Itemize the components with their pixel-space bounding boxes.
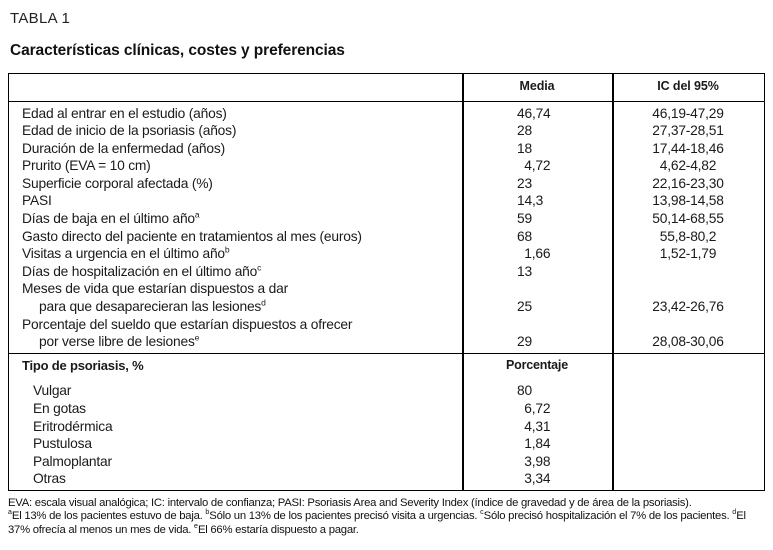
footnote-marker: d bbox=[732, 509, 737, 517]
psoriasis-type-header-row: Tipo de psoriasis, % Porcentaje bbox=[9, 357, 764, 375]
table-row: Palmoplantar 3,98 bbox=[9, 453, 764, 471]
table-row: Prurito (EVA = 10 cm) 4,72 4,62-4,82 bbox=[9, 157, 764, 175]
table-row: Edad de inicio de la psoriasis (años) 28… bbox=[9, 122, 764, 140]
row-label: Vulgar bbox=[33, 383, 72, 399]
table-header-row: Media IC del 95% bbox=[9, 74, 764, 102]
row-label: Palmoplantar bbox=[33, 453, 112, 469]
clinical-characteristics-table: Media IC del 95% Edad al entrar en el es… bbox=[8, 73, 765, 491]
section-title: Tipo de psoriasis, % bbox=[22, 357, 144, 373]
row-label: Eritrodérmica bbox=[33, 418, 113, 434]
media-value: 25 bbox=[517, 299, 532, 315]
row-label: En gotas bbox=[33, 401, 86, 416]
media-value: 29 bbox=[517, 334, 532, 350]
media-value: 4,72 bbox=[517, 158, 551, 174]
table-row: PASI 14,3 13,98-14,58 bbox=[9, 192, 764, 210]
media-value: 23 bbox=[517, 175, 532, 191]
table-row: Visitas a urgencia en el último añob 1,6… bbox=[9, 245, 764, 263]
ic-value: 17,44-18,46 bbox=[652, 140, 724, 156]
psoriasis-type-list: Vulgar 80 En gotas 6,72 Eritrodérmica 4,… bbox=[9, 382, 764, 488]
table-row: Meses de vida que estarían dispuestos a … bbox=[9, 280, 764, 315]
table-title: Características clínicas, costes y prefe… bbox=[10, 42, 345, 59]
table-row: Edad al entrar en el estudio (años) 46,7… bbox=[9, 105, 764, 123]
table-row: Días de hospitalización en el último año… bbox=[9, 263, 764, 281]
footnote-marker: e bbox=[194, 332, 200, 343]
header-porcentaje: Porcentaje bbox=[506, 357, 568, 372]
footnote-marker: c bbox=[257, 262, 262, 273]
footnote-marker: e bbox=[194, 523, 198, 531]
table-body-section-1: Edad al entrar en el estudio (años) 46,7… bbox=[9, 102, 764, 353]
ic-value: 13,98-14,58 bbox=[652, 193, 724, 209]
header-media: Media bbox=[519, 79, 555, 94]
ic-value: 55,8-80,2 bbox=[659, 228, 717, 244]
percentage-value: 4,31 bbox=[517, 418, 551, 434]
row-label: Edad de inicio de la psoriasis (años) bbox=[22, 123, 237, 139]
table-row: Pustulosa 1,84 bbox=[9, 435, 764, 453]
row-label: Duración de la enfermedad (años) bbox=[22, 140, 225, 156]
row-label: Otras bbox=[33, 471, 66, 487]
table-row: Porcentaje del sueldo que estarían dispu… bbox=[9, 316, 764, 351]
table-row: Eritrodérmica 4,31 bbox=[9, 418, 764, 436]
row-label: Días de baja en el último añoa bbox=[22, 209, 200, 227]
row-label: Superficie corporal afectada (%) bbox=[22, 175, 213, 191]
percentage-value: 1,84 bbox=[517, 436, 551, 452]
percentage-value: 80 bbox=[517, 383, 532, 399]
table-row: Otras 3,34 bbox=[9, 470, 764, 488]
media-value: 68 bbox=[517, 228, 532, 244]
footnote-marker: a bbox=[194, 209, 200, 220]
table-number-label: TABLA 1 bbox=[10, 10, 71, 27]
footnote-marker: a bbox=[8, 509, 12, 517]
row-label: Prurito (EVA = 10 cm) bbox=[22, 158, 151, 174]
media-value: 13 bbox=[517, 263, 532, 279]
media-value: 59 bbox=[517, 211, 532, 227]
footnote-notes: aEl 13% de los pacientes estuvo de baja.… bbox=[8, 509, 746, 536]
table-row: Gasto directo del paciente en tratamient… bbox=[9, 228, 764, 246]
row-label: Pustulosa bbox=[33, 436, 92, 452]
row-label: Edad al entrar en el estudio (años) bbox=[22, 105, 227, 121]
media-value: 1,66 bbox=[517, 246, 551, 262]
ic-value: 46,19-47,29 bbox=[652, 105, 724, 121]
row-label: Días de hospitalización en el último año… bbox=[22, 262, 262, 279]
table-footnotes: EVA: escala visual analógica; IC: interv… bbox=[8, 497, 765, 538]
footnote-marker: d bbox=[261, 297, 266, 308]
footnote-marker: c bbox=[480, 509, 484, 517]
ic-value: 27,37-28,51 bbox=[652, 123, 724, 139]
row-label: Porcentaje del sueldo que estarían dispu… bbox=[22, 316, 353, 350]
media-value: 18 bbox=[517, 140, 532, 156]
ic-value: 50,14-68,55 bbox=[652, 211, 724, 227]
column-divider-1 bbox=[462, 74, 464, 490]
media-value: 14,3 bbox=[517, 193, 544, 209]
table-row: Días de baja en el último añoa 59 50,14-… bbox=[9, 210, 764, 228]
table-row: En gotas 6,72 bbox=[9, 400, 764, 418]
percentage-value: 3,34 bbox=[517, 471, 551, 487]
percentage-value: 6,72 bbox=[517, 401, 551, 416]
row-label: PASI bbox=[22, 193, 52, 209]
row-label: Meses de vida que estarían dispuestos a … bbox=[22, 281, 288, 315]
row-label: Visitas a urgencia en el último añob bbox=[22, 244, 230, 262]
ic-value: 4,62-4,82 bbox=[659, 158, 717, 174]
ic-value: 23,42-26,76 bbox=[652, 299, 724, 315]
ic-value: 1,52-1,79 bbox=[659, 246, 717, 262]
table-row: Duración de la enfermedad (años) 18 17,4… bbox=[9, 140, 764, 158]
media-value: 28 bbox=[517, 123, 532, 139]
table-body-section-2: Tipo de psoriasis, % Porcentaje Vulgar 8… bbox=[9, 352, 764, 490]
ic-value: 28,08-30,06 bbox=[652, 334, 724, 350]
footnote-abbreviations: EVA: escala visual analógica; IC: interv… bbox=[8, 496, 692, 509]
table-row: Superficie corporal afectada (%) 23 22,1… bbox=[9, 175, 764, 193]
percentage-value: 3,98 bbox=[517, 453, 551, 469]
table-row: Vulgar 80 bbox=[9, 382, 764, 400]
ic-value: 22,16-23,30 bbox=[652, 175, 724, 191]
header-ic: IC del 95% bbox=[657, 79, 719, 94]
column-divider-2 bbox=[612, 74, 614, 490]
footnote-marker: b bbox=[224, 244, 230, 255]
media-value: 46,74 bbox=[517, 105, 551, 121]
footnote-marker: b bbox=[205, 509, 210, 517]
row-label: Gasto directo del paciente en tratamient… bbox=[22, 228, 362, 244]
